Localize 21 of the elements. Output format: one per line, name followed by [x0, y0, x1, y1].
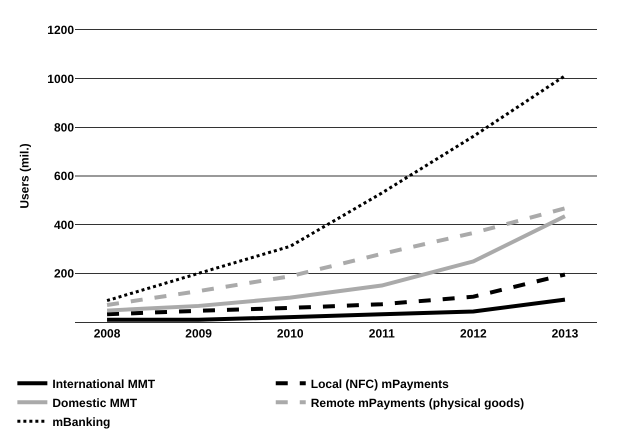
y-tick-label: 400 [54, 218, 74, 232]
y-tick-label: 200 [54, 266, 74, 281]
x-tick-label: 2008 [94, 326, 121, 340]
x-tick-label: 2013 [552, 326, 579, 340]
legend-label: Local (NFC) mPayments [310, 376, 450, 391]
y-tick-label: 1200 [47, 23, 74, 38]
legend-label: International MMT [52, 376, 156, 391]
x-tick-label: 2011 [368, 326, 396, 340]
legend-label: Remote mPayments (physical goods) [310, 396, 524, 410]
legend-label: Domestic MMT [52, 396, 138, 410]
y-axis-title: Users (mil.) [18, 143, 32, 209]
y-tick-label: 1000 [47, 72, 74, 86]
y-tick-label: 800 [54, 120, 74, 135]
x-tick-label: 2009 [185, 326, 212, 340]
y-tick-label: 600 [54, 169, 74, 184]
legend-label: mBanking [52, 414, 110, 429]
line-series [106, 74, 566, 302]
line-series [105, 298, 567, 322]
line-series [105, 272, 567, 316]
x-tick-label: 2010 [276, 326, 304, 340]
x-tick-label: 2012 [460, 326, 488, 340]
